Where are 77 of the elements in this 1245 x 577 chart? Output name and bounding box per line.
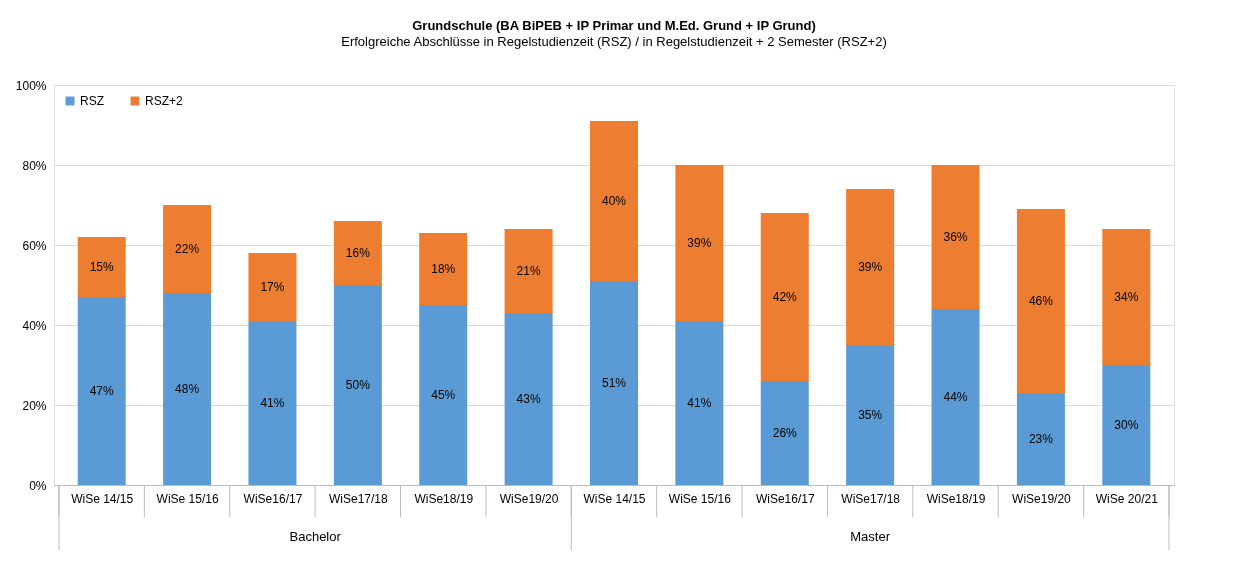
bar bbox=[333, 221, 382, 285]
bar bbox=[846, 345, 895, 485]
bar bbox=[675, 165, 724, 321]
text: Master bbox=[850, 529, 891, 544]
bar bbox=[760, 213, 809, 381]
data-label: 23% bbox=[1028, 432, 1054, 446]
bar bbox=[675, 321, 724, 485]
legend-label: RSZ bbox=[80, 94, 104, 108]
text: Bachelor bbox=[289, 529, 342, 544]
data-label: 30% bbox=[1114, 418, 1139, 432]
y-tick-label: 20% bbox=[22, 398, 47, 413]
bar bbox=[248, 253, 297, 321]
x-tick-label: WiSe16/17 bbox=[755, 491, 815, 506]
x-tick-label: WiSe18/19 bbox=[414, 491, 474, 506]
legend-label: RSZ+2 bbox=[145, 94, 184, 108]
data-label: 40% bbox=[601, 194, 627, 208]
bar bbox=[590, 121, 638, 281]
bar bbox=[163, 205, 212, 293]
data-label: 34% bbox=[1114, 290, 1139, 304]
x-tick-label: WiSe16/17 bbox=[243, 491, 303, 506]
x-tick-label: WiSe 15/16 bbox=[156, 491, 219, 506]
data-label: 17% bbox=[260, 280, 285, 294]
data-label: 41% bbox=[687, 396, 712, 410]
data-label: 36% bbox=[943, 230, 968, 244]
data-label: 26% bbox=[772, 426, 798, 440]
data-label: 43% bbox=[516, 392, 541, 406]
x-tick-label: WiSe 20/21 bbox=[1095, 491, 1159, 506]
bar bbox=[846, 189, 895, 345]
y-tick-label: 100% bbox=[15, 78, 47, 93]
data-label: 50% bbox=[345, 378, 371, 392]
data-label: 51% bbox=[601, 376, 627, 390]
data-label: 35% bbox=[858, 408, 883, 422]
data-label: 45% bbox=[431, 388, 456, 402]
y-tick-label: 40% bbox=[22, 318, 47, 333]
data-label: 15% bbox=[89, 260, 115, 274]
bar bbox=[248, 321, 297, 485]
chart-title: Grundschule (BA BiPEB + IP Primar und M.Ed. Grund + IP Grund) bbox=[412, 18, 816, 33]
data-label: 46% bbox=[1028, 294, 1054, 308]
x-tick-label: WiSe18/19 bbox=[926, 491, 986, 506]
x-tick-label: WiSe19/20 bbox=[499, 491, 559, 506]
x-tick-label: WiSe19/20 bbox=[1012, 491, 1072, 506]
bar bbox=[931, 309, 980, 485]
x-tick-label: WiSe 14/15 bbox=[583, 491, 646, 506]
data-label: 44% bbox=[943, 390, 968, 404]
bar bbox=[1102, 365, 1151, 485]
y-tick-label: 80% bbox=[22, 158, 47, 173]
bar bbox=[1016, 209, 1065, 393]
data-label: 22% bbox=[175, 242, 200, 256]
bar bbox=[419, 305, 468, 485]
bar bbox=[333, 285, 382, 485]
bar bbox=[163, 293, 212, 485]
data-label: 18% bbox=[431, 262, 456, 276]
chart-subtitle: Erfolgreiche Abschlüsse in Regelstudienzeit (RSZ) / in Regelstudienzeit + 2 Semester (RSZ+2) bbox=[341, 34, 887, 49]
data-label: 41% bbox=[260, 396, 285, 410]
x-tick-label: WiSe17/18 bbox=[841, 491, 901, 506]
data-label: 21% bbox=[516, 264, 541, 278]
data-label: 42% bbox=[772, 290, 798, 304]
data-label: 47% bbox=[89, 384, 115, 398]
bar bbox=[931, 165, 980, 309]
y-tick-label: 0% bbox=[29, 478, 47, 493]
data-label: 39% bbox=[687, 236, 712, 250]
bar bbox=[504, 229, 553, 313]
data-label: 48% bbox=[175, 382, 200, 396]
bar bbox=[1016, 393, 1065, 485]
x-tick-label: WiSe17/18 bbox=[328, 491, 389, 506]
bar bbox=[419, 233, 468, 305]
bar bbox=[77, 237, 126, 297]
bar bbox=[77, 297, 126, 485]
x-tick-label: WiSe 15/16 bbox=[668, 491, 732, 506]
y-tick-label: 60% bbox=[22, 238, 47, 253]
bar bbox=[760, 381, 809, 485]
data-label: 16% bbox=[345, 246, 371, 260]
x-tick-label: WiSe 14/15 bbox=[71, 491, 134, 506]
bar bbox=[504, 313, 553, 485]
bar bbox=[1102, 229, 1151, 365]
bar bbox=[590, 281, 638, 485]
data-label: 39% bbox=[858, 260, 883, 274]
